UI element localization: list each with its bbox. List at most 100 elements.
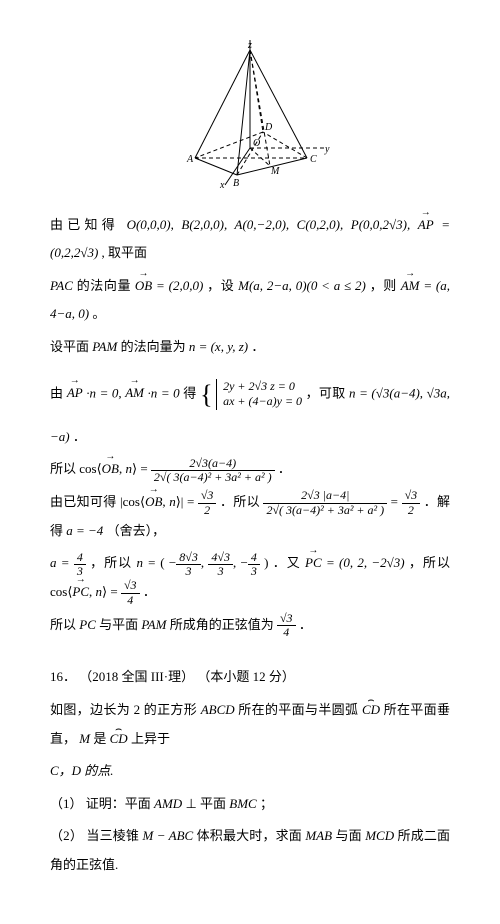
pc: PC xyxy=(79,617,96,632)
t: 得 xyxy=(183,385,200,400)
para-8: 所以 PC 与平面 PAM 所成角的正弦值为 √34 ． xyxy=(50,611,450,640)
m-def: M(a, 2−a, 0)(0 < a ≤ 2) xyxy=(238,278,366,293)
den: 3 xyxy=(176,565,201,578)
M: M xyxy=(79,731,90,746)
label-C: C xyxy=(310,154,317,165)
t: 由已知可得 |cos xyxy=(50,494,140,509)
label-B: B xyxy=(233,178,239,189)
num: √3 xyxy=(198,489,217,503)
t: 体积最大时，求面 xyxy=(197,828,306,843)
q16-body2: C，D 的点. xyxy=(50,757,450,786)
t: ． xyxy=(143,584,156,599)
num: 4√3 xyxy=(208,551,233,565)
n-def: n = (x, y, z) xyxy=(189,339,248,354)
t: （舍去）， xyxy=(107,523,166,538)
mab: MAB xyxy=(305,828,332,843)
t: 所在的平面与半圆弧 xyxy=(238,702,362,717)
a: a = xyxy=(50,555,74,570)
t: ． xyxy=(251,339,264,354)
para-3: 设平面 PAM 的法向量为 n = (x, y, z) ． xyxy=(50,333,450,362)
n-eq: n = xyxy=(136,555,160,570)
t: 证明：平面 xyxy=(86,796,154,811)
den: 4 xyxy=(121,594,140,607)
num: √3 xyxy=(277,612,296,626)
case2: ax + (4−a)y = 0 xyxy=(223,394,302,408)
t: ． xyxy=(278,461,291,476)
t: 的法向量为 xyxy=(121,339,189,354)
bmc: BMC xyxy=(229,796,256,811)
vec-OB: OB xyxy=(102,455,119,484)
t: ； xyxy=(260,796,273,811)
n: n xyxy=(169,494,176,509)
sol: a = −4 xyxy=(66,523,103,538)
brace: { xyxy=(200,366,212,423)
label-y: y xyxy=(324,144,330,155)
t: ．又 xyxy=(273,555,305,570)
dot: ·n = 0, xyxy=(86,385,125,400)
t: ，则 xyxy=(370,278,401,293)
vec-AM: AM xyxy=(401,272,420,301)
num: （1） xyxy=(50,796,83,811)
t: 由已知得 xyxy=(50,217,127,232)
frac: 4√33 xyxy=(208,551,233,578)
t: 。 xyxy=(92,306,105,321)
src: （2018 全国 III·理） xyxy=(79,669,194,684)
t: ． xyxy=(299,617,312,632)
num: 2√3(a−4) xyxy=(151,457,275,471)
frac: √34 xyxy=(277,612,296,639)
num: （2） xyxy=(50,828,83,843)
frac: 2√3 |a−4|2√( 3(a−4)² + 3a² + a² ) xyxy=(263,489,387,516)
pam: PAM xyxy=(92,339,117,354)
den: 2√( 3(a−4)² + 3a² + a² ) xyxy=(151,471,275,484)
t: ． xyxy=(73,429,86,444)
pac: PAC xyxy=(50,278,73,293)
vec-PC: PC xyxy=(305,549,322,578)
t: C，D 的点. xyxy=(50,763,114,778)
den: 2 xyxy=(402,504,421,517)
para-5: 所以 cos⟨OB, n⟩ = 2√3(a−4) 2√( 3(a−4)² + 3… xyxy=(50,455,450,484)
ob-val: = (2,0,0) xyxy=(156,278,203,293)
frac: 8√33 xyxy=(176,551,201,578)
label-D: D xyxy=(264,122,273,133)
t: , 取平面 xyxy=(102,245,148,260)
eq: = xyxy=(391,494,402,509)
t: 当三棱锥 xyxy=(86,828,142,843)
amd: AMD xyxy=(154,796,182,811)
label-x: x xyxy=(219,180,225,190)
label-z: z xyxy=(247,40,252,51)
den: 2 xyxy=(198,504,217,517)
eq: | = xyxy=(181,494,198,509)
den: 4 xyxy=(277,626,296,639)
num: 2√3 |a−4| xyxy=(263,489,387,503)
frac: 2√3(a−4) 2√( 3(a−4)² + 3a² + a² ) xyxy=(151,457,275,484)
q16-head: 16． （2018 全国 III·理） （本小题 12 分） xyxy=(50,663,450,692)
vec-AM: AM xyxy=(125,379,144,408)
case1: 2y + 2√3 z = 0 xyxy=(223,379,295,393)
q16-part1: （1） 证明：平面 AMD ⊥ 平面 BMC ； xyxy=(50,790,450,819)
pyramid-diagram: z A B C D O M x y xyxy=(50,40,450,201)
cases: 2y + 2√3 z = 0 ax + (4−a)y = 0 xyxy=(216,379,302,410)
n: n xyxy=(126,461,133,476)
t: 由 xyxy=(50,385,67,400)
t: 所以 cos xyxy=(50,461,97,476)
pam: PAM xyxy=(141,617,166,632)
mcd: MCD xyxy=(365,828,394,843)
arc-CD: CD xyxy=(362,696,380,725)
t: ．所以 xyxy=(220,494,263,509)
para-2: PAC 的法向量 OB = (2,0,0) ，设 M(a, 2−a, 0)(0 … xyxy=(50,272,450,329)
vec-AP: AP xyxy=(418,211,434,240)
num: √3 xyxy=(121,579,140,593)
num: 16． xyxy=(50,669,76,684)
t: 的法向量 xyxy=(77,278,135,293)
vec-PC: PC xyxy=(72,578,89,607)
frac: √32 xyxy=(402,489,421,516)
t: 上异于 xyxy=(131,731,170,746)
den: 3 xyxy=(248,565,260,578)
vec-AP: AP xyxy=(67,379,83,408)
label-O: O xyxy=(253,138,260,149)
num: 8√3 xyxy=(176,551,201,565)
t: ，所以 xyxy=(90,555,136,570)
den: 3 xyxy=(208,565,233,578)
label-M: M xyxy=(270,166,280,177)
frac: √34 xyxy=(121,579,140,606)
